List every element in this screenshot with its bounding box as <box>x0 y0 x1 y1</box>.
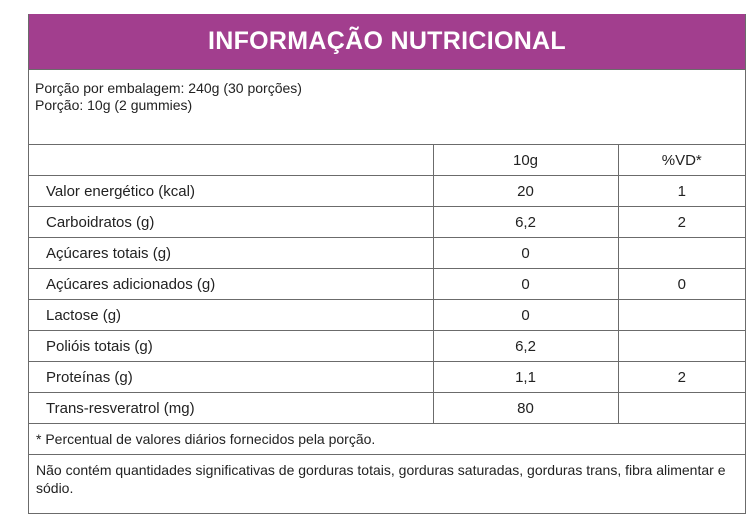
nutrition-facts-panel: INFORMAÇÃO NUTRICIONAL Porção por embala… <box>28 14 746 514</box>
nutrient-name: Valor energético (kcal) <box>29 175 434 207</box>
nutrient-vd: 2 <box>617 361 745 393</box>
table-row: Valor energético (kcal) 20 1 <box>29 175 745 207</box>
table-row: Lactose (g) 0 <box>29 299 745 331</box>
table-row: Trans-resveratrol (mg) 80 <box>29 392 745 424</box>
nutrient-vd: 1 <box>617 175 745 207</box>
nutrient-quantity: 0 <box>432 268 619 300</box>
table-row: Carboidratos (g) 6,2 2 <box>29 206 745 238</box>
table-header-row: 10g %VD* <box>29 144 745 176</box>
portion-per-package: Porção por embalagem: 240g (30 porções) <box>35 80 302 96</box>
nutrient-name: Açúcares totais (g) <box>29 237 434 269</box>
nutrient-vd <box>617 299 745 331</box>
portion-serving: Porção: 10g (2 gummies) <box>35 97 193 113</box>
nutrient-vd <box>617 392 745 424</box>
nutrition-table: 10g %VD* Valor energético (kcal) 20 1 Ca… <box>29 144 745 424</box>
nutrient-name: Açúcares adicionados (g) <box>29 268 434 300</box>
nutrient-name: Carboidratos (g) <box>29 206 434 238</box>
nutrient-quantity: 6,2 <box>432 206 619 238</box>
nutrient-vd: 0 <box>617 268 745 300</box>
nutrient-quantity: 1,1 <box>432 361 619 393</box>
nutrient-name: Lactose (g) <box>29 299 434 331</box>
nutrient-name: Polióis totais (g) <box>29 330 434 362</box>
nutrient-quantity: 80 <box>432 392 619 424</box>
nutrient-vd: 2 <box>617 206 745 238</box>
table-row: Açúcares totais (g) 0 <box>29 237 745 269</box>
nutrient-name: Trans-resveratrol (mg) <box>29 392 434 424</box>
nutrient-vd <box>617 330 745 362</box>
vd-footnote: * Percentual de valores diários fornecid… <box>29 424 745 455</box>
nutrient-vd <box>617 237 745 269</box>
nutrient-name: Proteínas (g) <box>29 361 434 393</box>
nutrient-quantity: 6,2 <box>432 330 619 362</box>
header-vd: %VD* <box>617 144 745 176</box>
nutrient-quantity: 20 <box>432 175 619 207</box>
table-row: Açúcares adicionados (g) 0 0 <box>29 268 745 300</box>
nutrition-notice: Não contém quantidades significativas de… <box>36 462 726 496</box>
table-row: Proteínas (g) 1,1 2 <box>29 361 745 393</box>
nutrition-title: INFORMAÇÃO NUTRICIONAL <box>29 14 745 70</box>
header-quantity: 10g <box>432 144 619 176</box>
table-row: Polióis totais (g) 6,2 <box>29 330 745 362</box>
portion-info: Porção por embalagem: 240g (30 porções) … <box>29 70 745 144</box>
nutrient-quantity: 0 <box>432 237 619 269</box>
header-nutrient <box>29 144 434 176</box>
nutrient-quantity: 0 <box>432 299 619 331</box>
